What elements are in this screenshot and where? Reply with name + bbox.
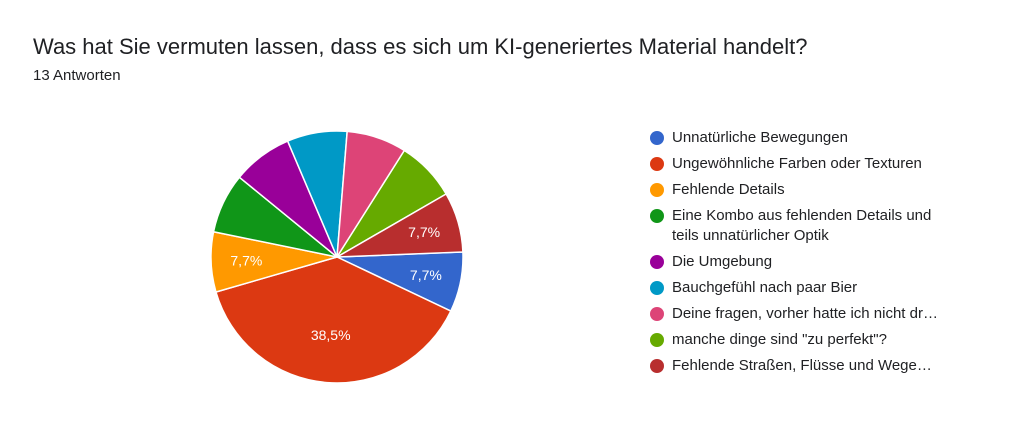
legend-swatch-icon: [650, 209, 664, 223]
response-count: 13 Antworten: [33, 67, 121, 84]
legend-swatch-icon: [650, 255, 664, 269]
legend-item[interactable]: manche dinge sind "zu perfekt"?: [650, 330, 990, 350]
pie-slice[interactable]: [215, 256, 452, 384]
legend-label: Deine fragen, vorher hatte ich nicht dr…: [672, 305, 938, 322]
legend-swatch-icon: [650, 131, 664, 145]
chart-title: Was hat Sie vermuten lassen, dass es sic…: [33, 34, 808, 59]
slice-data-label: 38,5%: [311, 327, 351, 343]
legend-item[interactable]: Ungewöhnliche Farben oder Texturen: [650, 154, 990, 174]
legend-label: Eine Kombo aus fehlenden Details und tei…: [672, 207, 932, 244]
legend-label: manche dinge sind "zu perfekt"?: [672, 331, 887, 348]
legend-swatch-icon: [650, 359, 664, 373]
slice-data-label: 7,7%: [230, 253, 262, 269]
legend-item[interactable]: Bauchgefühl nach paar Bier: [650, 278, 990, 298]
legend-item[interactable]: Deine fragen, vorher hatte ich nicht dr…: [650, 304, 990, 324]
legend-label: Unnatürliche Bewegungen: [672, 129, 848, 146]
legend-swatch-icon: [650, 183, 664, 197]
legend-label: Bauchgefühl nach paar Bier: [672, 279, 858, 296]
legend-swatch-icon: [650, 281, 664, 295]
legend-label: Ungewöhnliche Farben oder Texturen: [672, 155, 922, 172]
legend-swatch-icon: [650, 157, 664, 171]
legend-item[interactable]: Die Umgebung: [650, 252, 990, 272]
legend-item[interactable]: Unnatürliche Bewegungen: [650, 128, 990, 148]
chart-legend: Unnatürliche Bewegungen Ungewöhnliche Far…: [650, 128, 990, 382]
legend-label: Fehlende Details: [672, 181, 785, 198]
slice-data-label: 7,7%: [408, 224, 440, 240]
legend-item[interactable]: Fehlende Details: [650, 180, 990, 200]
legend-label: Die Umgebung: [672, 253, 773, 270]
legend-item[interactable]: Fehlende Straßen, Flüsse und Wege…: [650, 356, 990, 376]
legend-label: Fehlende Straßen, Flüsse und Wege…: [672, 357, 932, 374]
legend-item[interactable]: Eine Kombo aus fehlenden Details und tei…: [650, 206, 990, 246]
slice-data-label: 7,7%: [410, 267, 442, 283]
legend-swatch-icon: [650, 333, 664, 347]
pie-slice[interactable]: [336, 193, 464, 258]
legend-swatch-icon: [650, 307, 664, 321]
